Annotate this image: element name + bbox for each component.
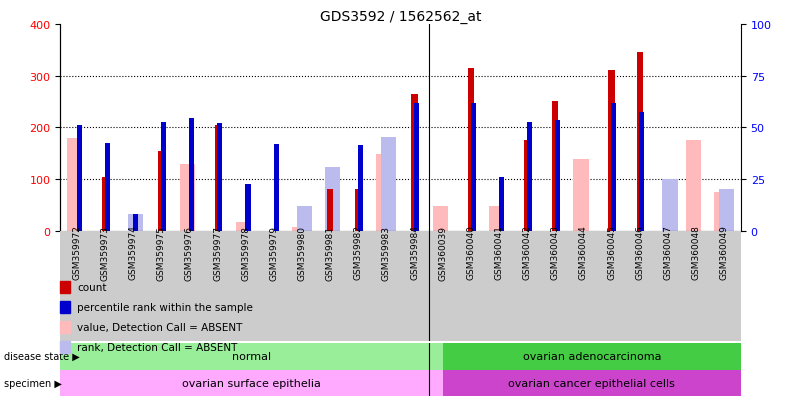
Text: GDS3592 / 1562562_at: GDS3592 / 1562562_at — [320, 10, 481, 24]
Bar — [524, 141, 530, 231]
Bar — [60, 343, 443, 370]
Bar — [468, 69, 474, 231]
Bar — [355, 190, 361, 231]
Bar — [217, 124, 223, 231]
Text: ovarian surface epithelia: ovarian surface epithelia — [182, 378, 321, 388]
Bar — [127, 215, 143, 231]
Bar — [324, 168, 340, 231]
Bar — [161, 123, 166, 231]
Bar — [489, 206, 505, 231]
Bar — [639, 113, 645, 231]
Bar — [179, 164, 195, 231]
Bar — [67, 138, 83, 231]
Bar — [662, 180, 678, 231]
Bar — [443, 370, 741, 396]
Text: disease state ▶: disease state ▶ — [4, 351, 80, 361]
Text: rank, Detection Call = ABSENT: rank, Detection Call = ABSENT — [77, 342, 237, 352]
Bar — [292, 227, 308, 231]
Bar — [189, 119, 195, 231]
Bar — [552, 102, 558, 231]
Bar — [527, 123, 532, 231]
Bar — [376, 155, 392, 231]
Bar — [235, 222, 252, 231]
Bar — [609, 71, 614, 231]
Bar — [296, 206, 312, 231]
Bar — [60, 370, 443, 396]
Bar — [555, 120, 560, 231]
Bar — [358, 146, 363, 231]
Bar — [102, 177, 108, 231]
Bar — [611, 103, 616, 231]
Text: normal: normal — [231, 351, 271, 361]
Text: value, Detection Call = ABSENT: value, Detection Call = ABSENT — [77, 322, 242, 332]
Bar — [77, 126, 82, 231]
Bar — [159, 151, 164, 231]
Bar — [274, 145, 279, 231]
Bar — [327, 190, 333, 231]
Bar — [245, 185, 251, 231]
Bar — [714, 192, 730, 231]
Text: ovarian adenocarcinoma: ovarian adenocarcinoma — [522, 351, 661, 361]
Text: specimen ▶: specimen ▶ — [4, 378, 62, 388]
Bar — [414, 103, 420, 231]
Bar — [105, 144, 110, 231]
Bar — [718, 190, 734, 231]
Bar — [499, 177, 504, 231]
Text: percentile rank within the sample: percentile rank within the sample — [77, 302, 253, 312]
Bar — [443, 343, 741, 370]
Bar — [433, 206, 449, 231]
Text: ovarian cancer epithelial cells: ovarian cancer epithelial cells — [509, 378, 675, 388]
Bar — [637, 53, 642, 231]
Bar — [574, 160, 589, 231]
Bar — [215, 126, 221, 231]
Bar — [470, 103, 476, 231]
Text: count: count — [77, 282, 107, 292]
Bar — [686, 141, 702, 231]
Bar — [381, 138, 396, 231]
Bar — [133, 215, 138, 231]
Bar — [412, 95, 417, 231]
